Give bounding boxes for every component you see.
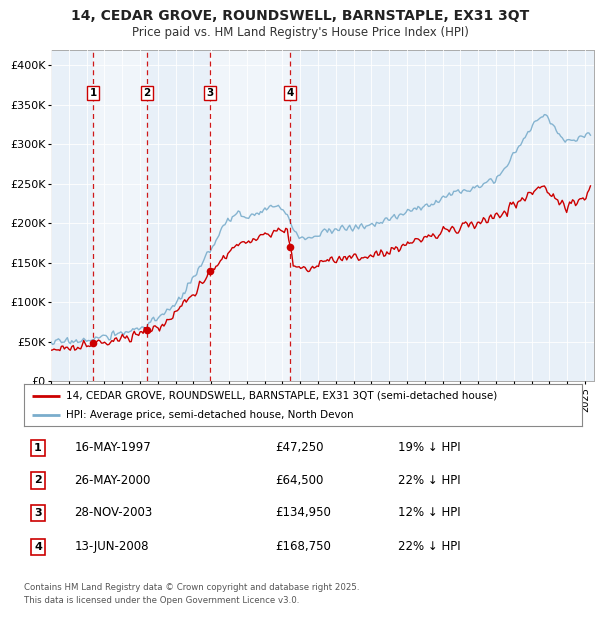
Text: 3: 3: [206, 88, 213, 98]
Text: £134,950: £134,950: [275, 507, 331, 520]
Text: 13-JUN-2008: 13-JUN-2008: [74, 540, 149, 553]
Text: HPI: Average price, semi-detached house, North Devon: HPI: Average price, semi-detached house,…: [66, 410, 353, 420]
Bar: [209, 50, 290, 381]
Text: 4: 4: [287, 88, 294, 98]
Text: 14, CEDAR GROVE, ROUNDSWELL, BARNSTAPLE, EX31 3QT (semi-detached house): 14, CEDAR GROVE, ROUNDSWELL, BARNSTAPLE,…: [66, 391, 497, 401]
Text: £64,500: £64,500: [275, 474, 323, 487]
Text: £168,750: £168,750: [275, 540, 331, 553]
Text: 2: 2: [34, 476, 42, 485]
Text: £47,250: £47,250: [275, 441, 323, 454]
Text: 4: 4: [34, 542, 42, 552]
Text: 14, CEDAR GROVE, ROUNDSWELL, BARNSTAPLE, EX31 3QT: 14, CEDAR GROVE, ROUNDSWELL, BARNSTAPLE,…: [71, 9, 529, 24]
Text: Price paid vs. HM Land Registry's House Price Index (HPI): Price paid vs. HM Land Registry's House …: [131, 26, 469, 39]
Text: 26-MAY-2000: 26-MAY-2000: [74, 474, 151, 487]
Text: 28-NOV-2003: 28-NOV-2003: [74, 507, 152, 520]
Text: 3: 3: [34, 508, 42, 518]
Text: This data is licensed under the Open Government Licence v3.0.: This data is licensed under the Open Gov…: [24, 596, 299, 606]
Text: 2: 2: [143, 88, 151, 98]
Text: 1: 1: [89, 88, 97, 98]
Bar: [93, 50, 147, 381]
Text: 22% ↓ HPI: 22% ↓ HPI: [398, 540, 460, 553]
Text: Contains HM Land Registry data © Crown copyright and database right 2025.: Contains HM Land Registry data © Crown c…: [24, 583, 359, 592]
Text: 16-MAY-1997: 16-MAY-1997: [74, 441, 151, 454]
Text: 19% ↓ HPI: 19% ↓ HPI: [398, 441, 460, 454]
Text: 12% ↓ HPI: 12% ↓ HPI: [398, 507, 460, 520]
Text: 1: 1: [34, 443, 42, 453]
Text: 22% ↓ HPI: 22% ↓ HPI: [398, 474, 460, 487]
